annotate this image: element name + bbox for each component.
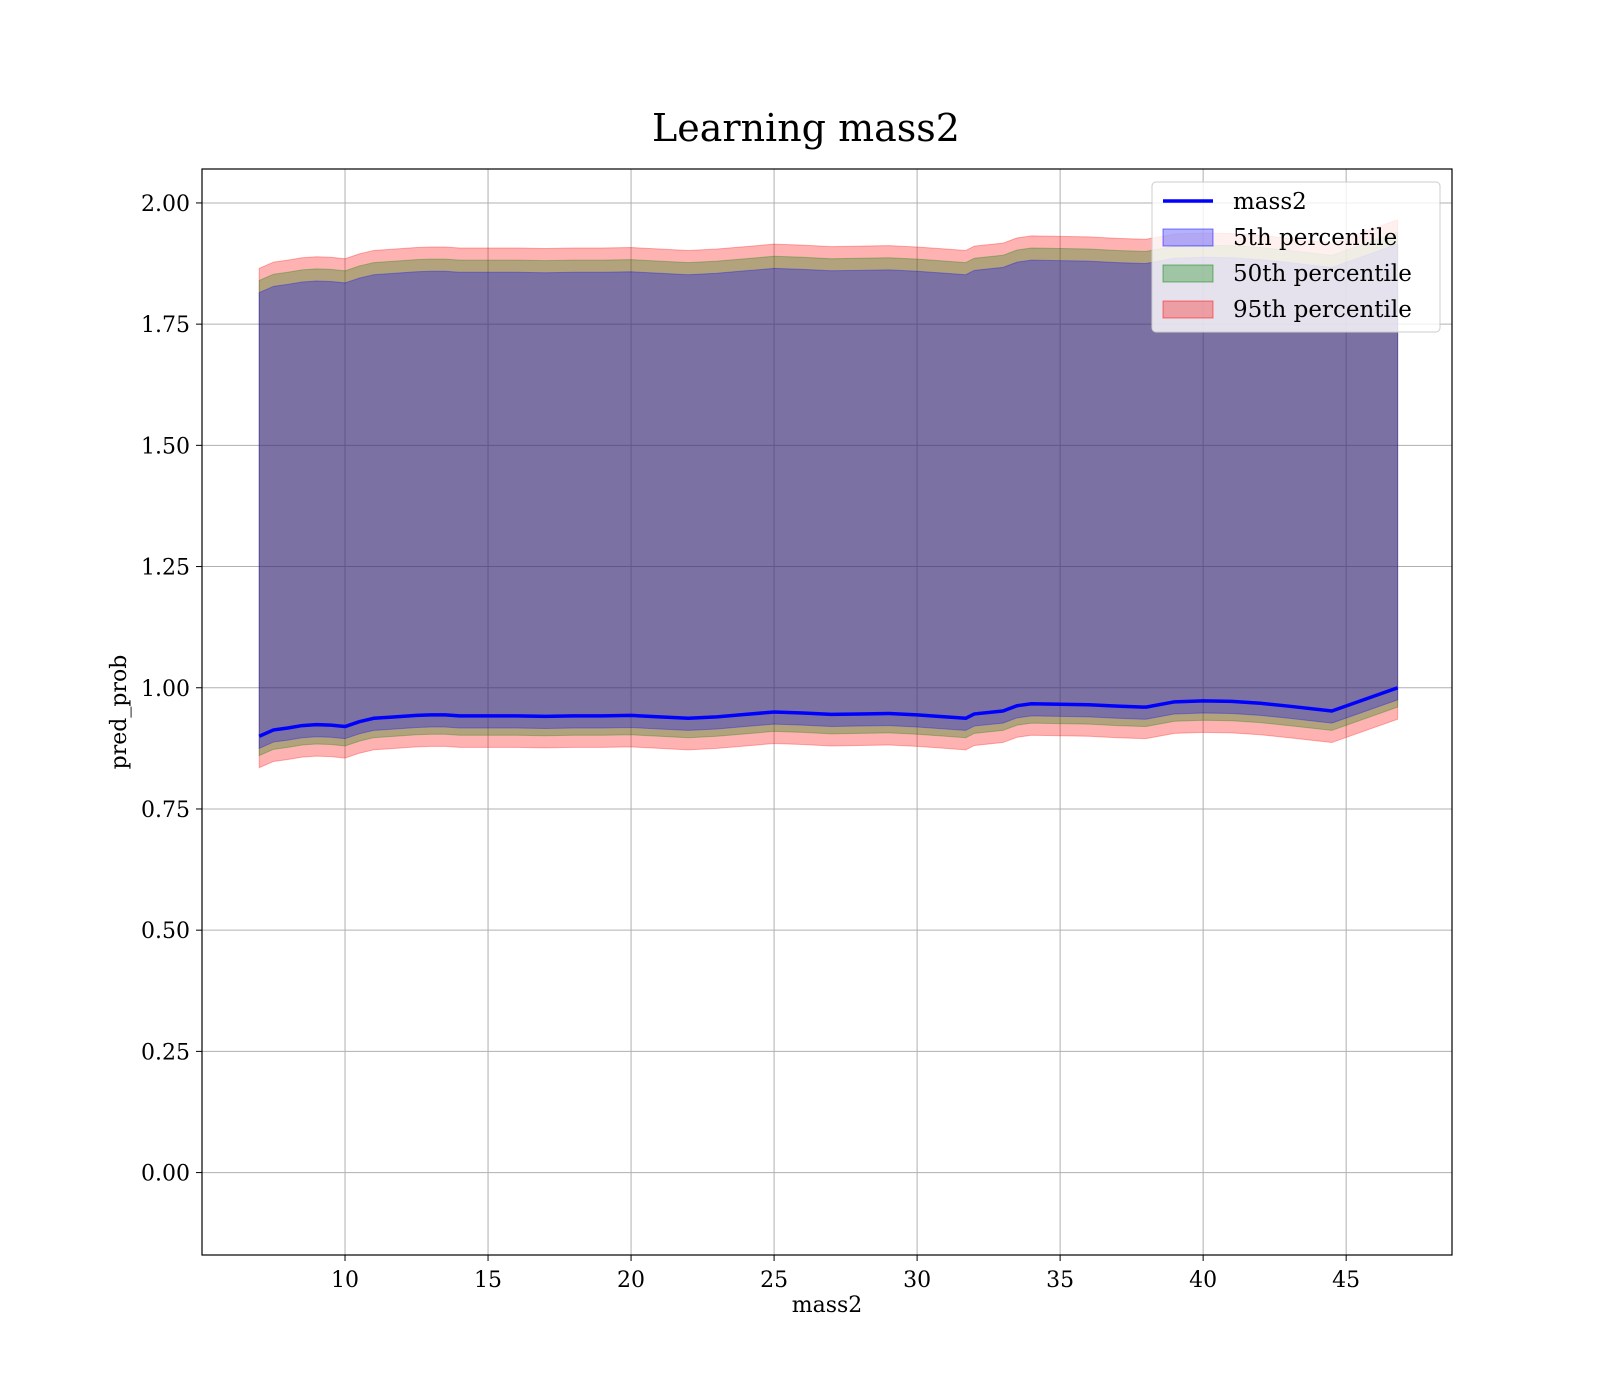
x-tick-label: 35 [1046, 1268, 1074, 1293]
x-tick-label: 20 [617, 1268, 645, 1293]
y-axis-ticks: 0.00 0.25 0.50 0.75 1.00 1.25 1.50 1.75 2.00 [141, 192, 202, 1187]
y-tick-label: 0.50 [141, 919, 190, 944]
x-tick-label: 40 [1189, 1268, 1217, 1293]
legend: mass2 5th percentile 50th percentile 95th p… [1151, 181, 1441, 333]
x-axis-label: mass2 [792, 1293, 863, 1318]
legend-band-swatch [1162, 228, 1214, 247]
x-axis-ticks: 10 15 20 25 30 35 40 45 [331, 1255, 1360, 1293]
band-5th-percentile [258, 243, 1399, 750]
y-tick-label: 2.00 [141, 192, 190, 217]
y-tick-label: 0.25 [141, 1040, 190, 1065]
legend-band-swatch [1162, 300, 1214, 319]
band-95th-percentile [258, 219, 1399, 769]
x-tick-label: 25 [760, 1268, 788, 1293]
mass2-line [258, 686, 1399, 738]
y-tick-label: 1.50 [141, 434, 190, 459]
x-tick-label: 45 [1332, 1268, 1360, 1293]
y-tick-label: 1.75 [141, 313, 190, 338]
y-tick-label: 1.00 [141, 677, 190, 702]
y-axis-label: pred_prob [107, 655, 132, 770]
series-lines [258, 686, 1399, 738]
percentile-bands [258, 219, 1399, 769]
chart-title: Learning mass2 [652, 106, 960, 150]
x-tick-label: 10 [331, 1268, 359, 1293]
legend-label: 5th percentile [1233, 225, 1397, 251]
legend-box [1151, 181, 1441, 333]
band-50th-percentile [258, 231, 1399, 757]
legend-label: 95th percentile [1233, 297, 1412, 323]
y-tick-label: 0.00 [141, 1162, 190, 1187]
legend-label: mass2 [1233, 189, 1307, 215]
grid [202, 169, 1452, 1255]
legend-label: 50th percentile [1233, 261, 1412, 287]
y-tick-label: 0.75 [141, 798, 190, 823]
plot-frame [201, 168, 1453, 1256]
legend-band-swatch [1162, 264, 1214, 283]
y-tick-label: 1.25 [141, 556, 190, 581]
x-tick-label: 15 [474, 1268, 502, 1293]
x-tick-label: 30 [903, 1268, 931, 1293]
